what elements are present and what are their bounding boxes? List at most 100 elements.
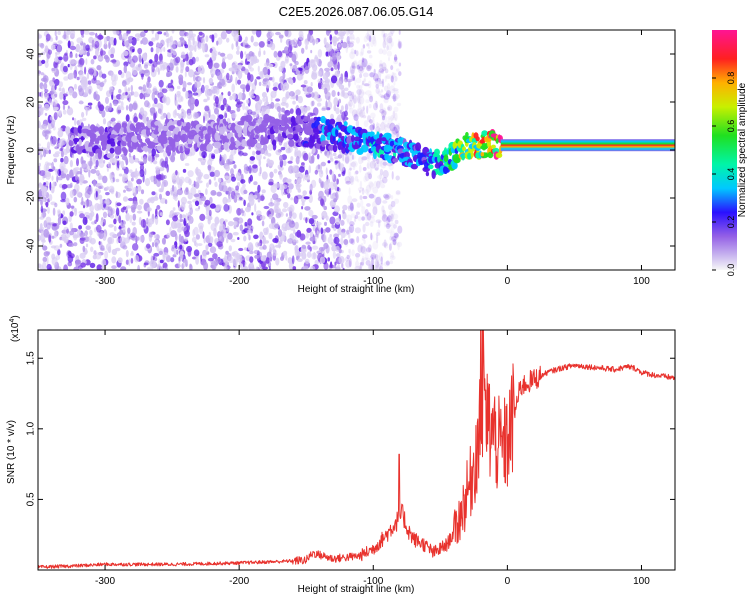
spectrogram-cell <box>210 114 216 121</box>
spectrogram-cell <box>39 170 46 177</box>
spectrogram-cell <box>353 97 356 104</box>
spectrogram-cell <box>236 207 242 216</box>
spectrogram-cell <box>384 68 389 74</box>
spectrogram-cell <box>151 63 155 73</box>
spectrogram-cell <box>283 201 289 209</box>
snr-panel: -300 -200 -100 0 100 0.51.01.5 Height of str… <box>6 315 676 595</box>
spectrogram-cell <box>362 223 366 233</box>
spectrogram-cell <box>351 154 355 160</box>
spectrogram-ridge-cell <box>131 131 135 137</box>
spectrogram-cell <box>219 235 222 240</box>
spectrogram-cell <box>89 229 93 236</box>
spectrogram-cell <box>217 37 223 45</box>
spectrogram-cell <box>309 236 316 242</box>
spectrogram-cell <box>302 173 305 182</box>
spectrogram-cell <box>76 76 80 81</box>
spectrogram-cell <box>383 97 389 104</box>
spectrogram-cell <box>175 56 181 64</box>
spectrogram-cell <box>109 157 115 163</box>
spectrogram-ridge-cell <box>136 133 141 141</box>
spectrogram-cell <box>383 33 388 38</box>
spectrogram-cell <box>354 175 359 182</box>
spectrogram-cell <box>187 248 192 257</box>
spectrogram-cell <box>206 96 210 101</box>
spectrogram-cell <box>39 226 45 231</box>
spectrogram-cell <box>348 30 354 35</box>
spectrogram-cell <box>296 73 303 81</box>
spectrogram-cell <box>183 258 187 268</box>
spectrogram-cell <box>277 229 283 237</box>
spectrogram-ridge-cell <box>123 126 128 134</box>
spectrogram-cell <box>359 51 364 57</box>
spectrogram-cell <box>93 91 97 100</box>
spectrogram-cell <box>316 153 320 160</box>
spectrogram-cell <box>361 58 368 68</box>
spectrogram-cell <box>376 77 381 82</box>
spectrogram-cell <box>270 94 273 102</box>
spectrogram-cell <box>359 262 363 270</box>
spectrogram-cell <box>369 217 376 224</box>
spectrogram-cell <box>74 60 78 64</box>
spectrogram-cell <box>210 86 217 95</box>
spectrogram-cell <box>329 169 333 175</box>
spectrogram-cell <box>340 237 344 246</box>
spectrogram-cell <box>185 213 189 222</box>
spectrogram-cell <box>335 253 341 258</box>
spectrogram-cell <box>219 223 226 232</box>
spectrogram-cell <box>85 44 90 51</box>
spectrogram-cell <box>58 56 63 61</box>
spectrogram-cell <box>131 66 138 76</box>
spectrogram-cell <box>44 186 47 196</box>
spectrogram-cell <box>230 74 233 82</box>
spectrogram-cell <box>249 67 255 72</box>
spectrogram-cell <box>51 175 54 181</box>
spectrogram-cell <box>348 40 355 44</box>
spectrogram-cell <box>194 45 197 52</box>
spectrogram-cell <box>264 240 269 244</box>
spectrogram-cell <box>383 37 389 46</box>
spectrogram-cell <box>352 155 356 160</box>
spectrogram-ridge-cell <box>305 125 312 135</box>
spectrogram-cell <box>204 105 210 112</box>
spectrogram-ridge-cell <box>271 139 277 146</box>
spectrogram-cell <box>107 210 112 217</box>
spectrogram-cell <box>363 120 369 128</box>
spectrogram-cell <box>223 204 230 212</box>
spectrogram-cell <box>278 34 284 39</box>
spectrogram-cell <box>330 113 334 120</box>
spectrogram-cell <box>396 241 403 247</box>
spectrogram-cell <box>69 190 74 199</box>
spectrogram-cell <box>118 88 122 94</box>
spectrogram-cell <box>255 266 259 270</box>
spectrogram-cell <box>191 236 197 243</box>
spectrogram-cell <box>60 157 64 163</box>
spectrogram-cell <box>366 152 370 160</box>
spectrogram-cell <box>369 119 373 124</box>
spectrogram-cell <box>176 112 180 117</box>
spectrogram-cell <box>187 82 192 86</box>
spectrogram-cell <box>374 265 380 269</box>
spectrogram-cell <box>350 74 356 80</box>
spectrogram-cell <box>389 122 396 132</box>
spectrogram-cell <box>79 100 83 105</box>
spectrogram-cell <box>368 193 375 199</box>
spectrogram-cell <box>380 122 386 131</box>
spectrogram-cell <box>334 160 339 164</box>
spectrogram-cell <box>266 158 271 165</box>
spectrogram-cell <box>95 32 98 39</box>
spectrogram-cell <box>173 186 177 196</box>
spectrogram-cell <box>337 264 341 270</box>
spectrogram-cell <box>54 51 61 55</box>
spectrogram-cell <box>351 109 358 118</box>
spectrogram-cell <box>166 33 170 37</box>
spectrogram-cell <box>273 61 278 69</box>
spectrogram-cell <box>185 90 189 100</box>
spectrogram-cell <box>379 109 385 114</box>
spectrogram-cell <box>362 115 367 119</box>
spectrogram-cell <box>156 205 161 210</box>
spectrogram-cell <box>157 102 163 111</box>
spectrogram-cell <box>330 61 334 67</box>
spectrogram-ridge-cell <box>187 138 193 145</box>
